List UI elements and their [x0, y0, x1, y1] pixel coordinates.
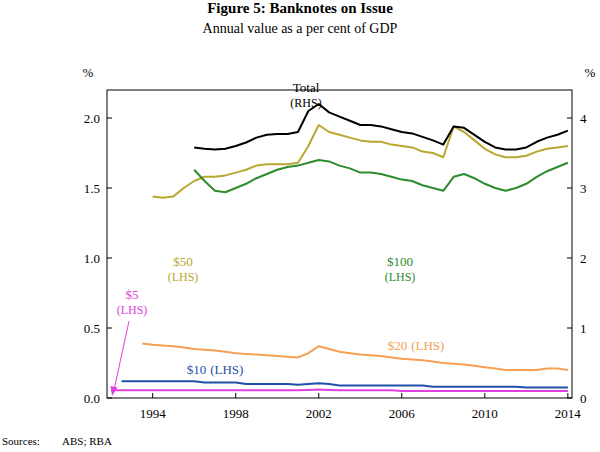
series-label: $5	[126, 287, 139, 302]
y-tick	[107, 118, 112, 119]
x-tick	[152, 393, 153, 398]
x-tick	[401, 393, 402, 398]
series-axis-note: (LHS)	[411, 338, 444, 353]
y-axis-unit: %	[83, 65, 94, 80]
series-axis-note: (RHS)	[290, 96, 321, 110]
series-label: $50	[173, 254, 193, 269]
label-arrow	[114, 321, 129, 390]
x-tick-label: 2014	[555, 406, 582, 421]
plot-frame	[107, 90, 572, 398]
x-tick-label: 2002	[306, 406, 332, 421]
x-tick	[235, 393, 236, 398]
chart: Figure 5: Banknotes on Issue Annual value…	[0, 0, 600, 452]
series-label-group: $20(LHS)	[388, 338, 445, 353]
source-label: Sources:	[2, 435, 40, 447]
series-line	[153, 125, 568, 198]
series-label: Total	[293, 80, 320, 95]
series-line	[194, 160, 568, 192]
y-tick-label: 2.0	[84, 111, 100, 126]
series-axis-note: (LHS)	[210, 362, 243, 377]
y2-tick	[567, 118, 572, 119]
x-tick	[318, 393, 319, 398]
y2-tick-label: 1	[580, 321, 587, 336]
title: Figure 5: Banknotes on Issue	[207, 0, 393, 16]
source: ABS; RBA	[62, 435, 112, 447]
series-label: $100	[387, 254, 413, 269]
y-tick	[107, 398, 112, 399]
y2-tick	[567, 258, 572, 259]
y-tick	[107, 188, 112, 189]
series-label: $10	[187, 362, 207, 377]
x-tick-label: 1998	[223, 406, 249, 421]
series-line	[122, 381, 568, 387]
x-tick-label: 1994	[140, 406, 167, 421]
series-axis-note: (LHS)	[168, 270, 199, 284]
y2-tick-label: 2	[580, 251, 587, 266]
series-label: $20	[388, 338, 408, 353]
series-group	[111, 104, 568, 391]
x-tick-label: 2006	[389, 406, 416, 421]
series-line	[194, 104, 568, 150]
x-tick	[484, 393, 485, 398]
y-tick	[107, 258, 112, 259]
y2-tick	[567, 188, 572, 189]
y2-tick-label: 4	[580, 111, 587, 126]
y-tick-label: 1.5	[84, 181, 100, 196]
y2-axis-unit: %	[585, 65, 596, 80]
y2-tick-label: 0	[580, 391, 587, 406]
y2-tick	[567, 328, 572, 329]
y2-tick-label: 3	[580, 181, 587, 196]
x-tick	[567, 393, 568, 398]
y-tick	[107, 328, 112, 329]
y-tick-label: 0.5	[84, 321, 100, 336]
series-axis-note: (LHS)	[385, 270, 416, 284]
label-arrowhead	[111, 386, 118, 396]
y-tick-label: 1.0	[84, 251, 100, 266]
series-axis-note: (LHS)	[117, 303, 148, 317]
subtitle: Annual value as a per cent of GDP	[203, 21, 398, 36]
series-label-group: $10(LHS)	[187, 362, 244, 377]
x-tick-label: 2010	[472, 406, 498, 421]
y-tick-label: 0.0	[84, 391, 100, 406]
series-line	[111, 390, 568, 391]
